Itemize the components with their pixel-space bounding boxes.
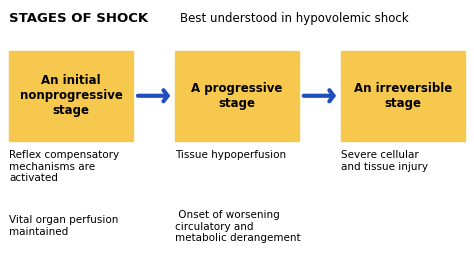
FancyBboxPatch shape	[9, 51, 133, 141]
Text: Severe cellular
and tissue injury: Severe cellular and tissue injury	[341, 150, 428, 172]
Text: Best understood in hypovolemic shock: Best understood in hypovolemic shock	[180, 12, 409, 25]
FancyBboxPatch shape	[175, 51, 299, 141]
Text: STAGES OF SHOCK: STAGES OF SHOCK	[9, 12, 149, 25]
FancyBboxPatch shape	[341, 51, 465, 141]
Text: An initial
nonprogressive
stage: An initial nonprogressive stage	[19, 74, 123, 117]
Text: Tissue hypoperfusion: Tissue hypoperfusion	[175, 150, 286, 160]
Text: Onset of worsening
circulatory and
metabolic derangement: Onset of worsening circulatory and metab…	[175, 210, 301, 243]
Text: Reflex compensatory
mechanisms are
activated: Reflex compensatory mechanisms are activ…	[9, 150, 119, 184]
Text: Vital organ perfusion
maintained: Vital organ perfusion maintained	[9, 215, 119, 237]
Text: A progressive
stage: A progressive stage	[191, 82, 283, 110]
Text: An irreversible
stage: An irreversible stage	[354, 82, 452, 110]
